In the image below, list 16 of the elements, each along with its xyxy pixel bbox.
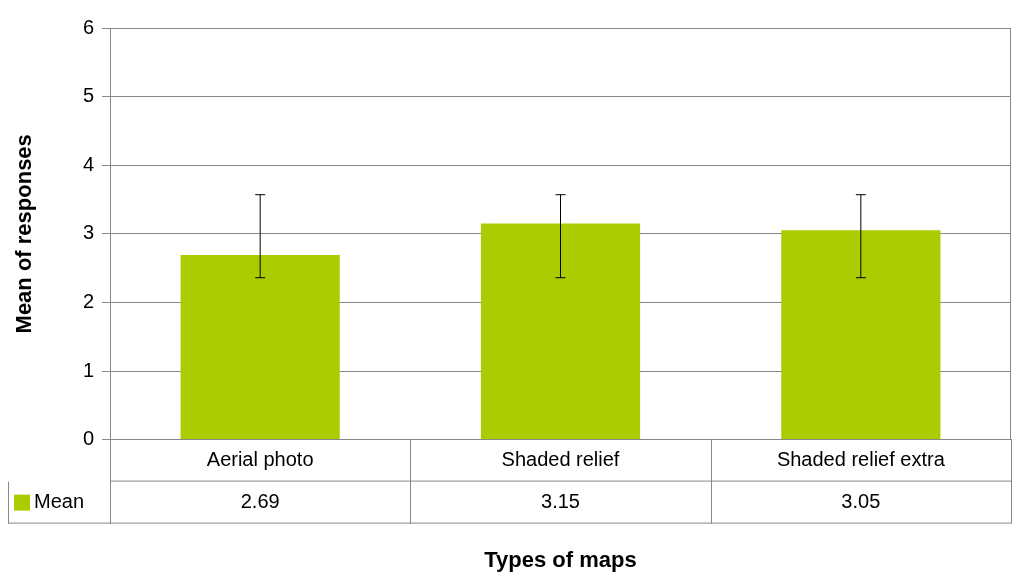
x-tick-label: Shaded relief extra xyxy=(776,448,946,471)
y-tick-label: 5 xyxy=(82,84,94,107)
y-tick-label: 1 xyxy=(82,358,94,381)
data-label: 2.69 xyxy=(240,490,280,513)
y-tick-label: 3 xyxy=(82,221,94,244)
x-tick-label: Aerial photo xyxy=(206,448,314,471)
y-tick-label: 0 xyxy=(82,427,94,450)
data-label: 3.15 xyxy=(541,490,580,513)
x-axis-title: Types of maps xyxy=(484,546,637,572)
legend-label: Mean xyxy=(34,490,85,513)
y-tick-label: 4 xyxy=(82,152,94,175)
x-tick-label: Shaded relief xyxy=(501,448,620,471)
y-tick-label: 6 xyxy=(82,15,94,38)
y-tick-label: 2 xyxy=(82,289,94,312)
y-axis-title: Mean of responses xyxy=(11,134,37,334)
data-label: 3.05 xyxy=(841,490,881,513)
